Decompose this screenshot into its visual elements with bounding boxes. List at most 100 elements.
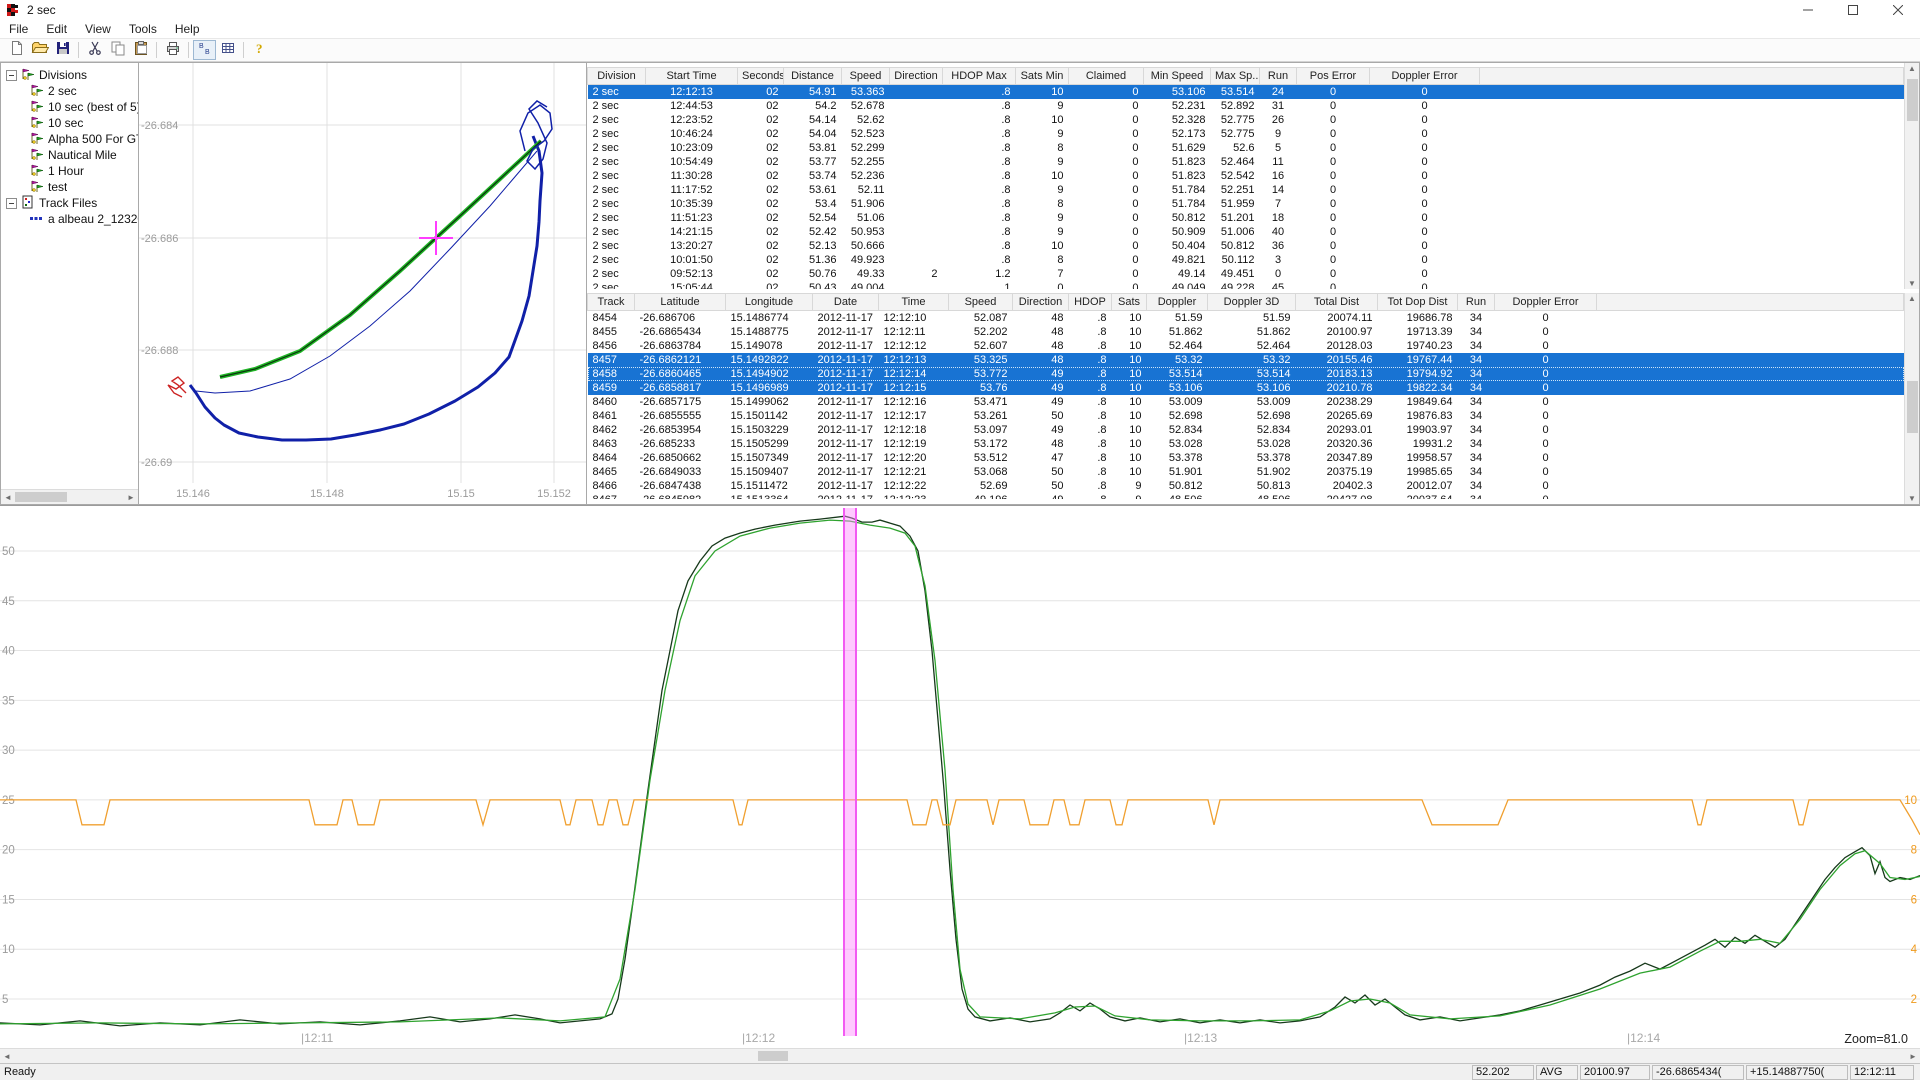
speed-chart[interactable]: 5101520253035404550246810|12:11|12:12|12… bbox=[0, 506, 1920, 1048]
column-header-run[interactable]: Run bbox=[1260, 68, 1297, 85]
column-header-sats[interactable]: Sats bbox=[1112, 294, 1147, 311]
scrollbar-thumb[interactable] bbox=[1907, 381, 1918, 433]
maximize-button[interactable] bbox=[1830, 0, 1875, 20]
chart-cursor-band[interactable] bbox=[844, 508, 856, 1036]
points-table-row[interactable]: 8458-26.686046515.14949022012-11-1712:12… bbox=[588, 367, 1904, 381]
column-header-direction[interactable]: Direction bbox=[890, 68, 943, 85]
runs-table-row[interactable]: 2 sec10:54:490253.7752.255.89051.82352.4… bbox=[588, 155, 1904, 169]
tree-item-10-sec-best-of-5-[interactable]: 10 sec (best of 5) bbox=[1, 99, 138, 115]
column-header-hdop[interactable]: HDOP bbox=[1069, 294, 1112, 311]
runs-table-row[interactable]: 2 sec10:23:090253.8152.299.88051.62952.6… bbox=[588, 141, 1904, 155]
tree-item-2-sec[interactable]: 2 sec bbox=[1, 83, 138, 99]
points-table-row[interactable]: 8462-26.685395415.15032292012-11-1712:12… bbox=[588, 423, 1904, 437]
tree-node-divisions[interactable]: Divisions bbox=[1, 67, 138, 83]
chart-horizontal-scrollbar[interactable]: ◄ ► bbox=[0, 1048, 1920, 1063]
scroll-up-icon[interactable]: ▲ bbox=[1905, 294, 1919, 303]
grid-view-button[interactable] bbox=[216, 40, 239, 60]
menu-help[interactable]: Help bbox=[166, 21, 209, 37]
points-table-row[interactable]: 8454-26.68670615.14867742012-11-1712:12:… bbox=[588, 311, 1904, 325]
points-table-row[interactable]: 8461-26.685555515.15011422012-11-1712:12… bbox=[588, 409, 1904, 423]
runs-table-row[interactable]: 2 sec10:46:240254.0452.523.89052.17352.7… bbox=[588, 127, 1904, 141]
points-table-scrollbar[interactable]: ▲ ▼ bbox=[1904, 293, 1919, 504]
scroll-left-icon[interactable]: ◄ bbox=[1, 493, 15, 502]
column-header-max-sp-[interactable]: Max Sp... bbox=[1211, 68, 1260, 85]
collapse-toggle-icon[interactable] bbox=[6, 70, 17, 81]
runs-table-scrollbar[interactable]: ▲ ▼ bbox=[1904, 63, 1919, 289]
column-header-doppler-error[interactable]: Doppler Error bbox=[1495, 294, 1597, 311]
scroll-right-icon[interactable]: ► bbox=[1906, 1052, 1920, 1061]
column-header-track[interactable]: Track bbox=[588, 294, 635, 311]
sidebar-horizontal-scrollbar[interactable]: ◄ ► bbox=[1, 489, 138, 504]
runs-table-row[interactable]: 2 sec15:05:440250.4349.00410049.04949.22… bbox=[588, 281, 1904, 290]
runs-table-row[interactable]: 2 sec11:17:520253.6152.11.89051.78452.25… bbox=[588, 183, 1904, 197]
runs-table-row[interactable]: 2 sec09:52:130250.7649.3321.27049.1449.4… bbox=[588, 267, 1904, 281]
scroll-down-icon[interactable]: ▼ bbox=[1905, 279, 1919, 288]
column-header-claimed[interactable]: Claimed bbox=[1069, 68, 1144, 85]
paste-button[interactable] bbox=[129, 40, 152, 60]
menu-edit[interactable]: Edit bbox=[37, 21, 76, 37]
runs-table-row[interactable]: 2 sec14:21:150252.4250.953.89050.90951.0… bbox=[588, 225, 1904, 239]
runs-table-row[interactable]: 2 sec12:23:520254.1452.62.810052.32852.7… bbox=[588, 113, 1904, 127]
points-table-row[interactable]: 8456-26.686378415.1490782012-11-1712:12:… bbox=[588, 339, 1904, 353]
scrollbar-thumb[interactable] bbox=[15, 492, 67, 502]
help-button[interactable]: ? bbox=[248, 40, 271, 60]
track-map[interactable]: -26.684-26.686-26.688-26.6915.14615.1481… bbox=[139, 63, 586, 506]
column-header-date[interactable]: Date bbox=[813, 294, 879, 311]
open-file-button[interactable] bbox=[28, 40, 51, 60]
runs-table-row[interactable]: 2 sec10:35:390253.451.906.88051.78451.95… bbox=[588, 197, 1904, 211]
menu-view[interactable]: View bbox=[76, 21, 120, 37]
column-header-start-time[interactable]: Start Time bbox=[646, 68, 738, 85]
column-header-sats-min[interactable]: Sats Min bbox=[1016, 68, 1069, 85]
points-table-row[interactable]: 8466-26.684743815.15114722012-11-1712:12… bbox=[588, 479, 1904, 493]
tree-item-track-file[interactable]: a albeau 2_12320( bbox=[1, 211, 138, 227]
scrollbar-thumb[interactable] bbox=[758, 1051, 788, 1061]
runs-table-row[interactable]: 2 sec13:20:270252.1350.666.810050.40450.… bbox=[588, 239, 1904, 253]
column-header-latitude[interactable]: Latitude bbox=[635, 294, 726, 311]
column-header-speed[interactable]: Speed bbox=[949, 294, 1013, 311]
points-table-row[interactable]: 8464-26.685066215.15073492012-11-1712:12… bbox=[588, 451, 1904, 465]
runs-table-row[interactable]: 2 sec12:12:130254.9153.363.810053.10653.… bbox=[588, 85, 1904, 99]
runs-table-row[interactable]: 2 sec11:30:280253.7452.236.810051.82352.… bbox=[588, 169, 1904, 183]
cut-button[interactable] bbox=[83, 40, 106, 60]
runs-table-row[interactable]: 2 sec12:44:530254.252.678.89052.23152.89… bbox=[588, 99, 1904, 113]
column-header-longitude[interactable]: Longitude bbox=[726, 294, 813, 311]
points-table-row[interactable]: 8463-26.68523315.15052992012-11-1712:12:… bbox=[588, 437, 1904, 451]
column-header-time[interactable]: Time bbox=[879, 294, 949, 311]
column-header-doppler[interactable]: Doppler bbox=[1147, 294, 1208, 311]
points-table-row[interactable]: 8459-26.685881715.14969892012-11-1712:12… bbox=[588, 381, 1904, 395]
tree-item-1-hour[interactable]: 1 Hour bbox=[1, 163, 138, 179]
column-header-division[interactable]: Division bbox=[588, 68, 646, 85]
runs-table-row[interactable]: 2 sec10:01:500251.3649.923.88049.82150.1… bbox=[588, 253, 1904, 267]
tree-node-track-files[interactable]: Track Files bbox=[1, 195, 138, 211]
points-table-row[interactable]: 8460-26.685717515.14990622012-11-1712:12… bbox=[588, 395, 1904, 409]
points-table-row[interactable]: 8457-26.686212115.14928222012-11-1712:12… bbox=[588, 353, 1904, 367]
scroll-up-icon[interactable]: ▲ bbox=[1905, 64, 1919, 73]
points-table-row[interactable]: 8455-26.686543415.14887752012-11-1712:12… bbox=[588, 325, 1904, 339]
column-header-doppler-error[interactable]: Doppler Error bbox=[1370, 68, 1480, 85]
column-header-doppler-3d[interactable]: Doppler 3D bbox=[1208, 294, 1296, 311]
column-header-run[interactable]: Run bbox=[1458, 294, 1495, 311]
menu-file[interactable]: File bbox=[0, 21, 37, 37]
column-header-speed[interactable]: Speed bbox=[842, 68, 890, 85]
new-file-button[interactable] bbox=[5, 40, 28, 60]
column-header-tot-dop-dist[interactable]: Tot Dop Dist bbox=[1378, 294, 1458, 311]
collapse-toggle-icon[interactable] bbox=[6, 198, 17, 209]
minimize-button[interactable] bbox=[1785, 0, 1830, 20]
close-button[interactable] bbox=[1875, 0, 1920, 20]
scroll-right-icon[interactable]: ► bbox=[124, 493, 138, 502]
column-header-min-speed[interactable]: Min Speed bbox=[1144, 68, 1211, 85]
tree-item-alpha-500-for-gt-[interactable]: Alpha 500 For GT: bbox=[1, 131, 138, 147]
points-table-row[interactable]: 8467-26.684598215.15133642012-11-1712:12… bbox=[588, 493, 1904, 500]
tree-item-test[interactable]: test bbox=[1, 179, 138, 195]
column-header-direction[interactable]: Direction bbox=[1013, 294, 1069, 311]
speed-chart-panel[interactable]: 5101520253035404550246810|12:11|12:12|12… bbox=[0, 505, 1920, 1048]
points-table-row[interactable]: 8465-26.684903315.15094072012-11-1712:12… bbox=[588, 465, 1904, 479]
print-button[interactable] bbox=[161, 40, 184, 60]
copy-button[interactable] bbox=[106, 40, 129, 60]
column-header-total-dist[interactable]: Total Dist bbox=[1296, 294, 1378, 311]
save-button[interactable] bbox=[51, 40, 74, 60]
tree-item-nautical-mile[interactable]: Nautical Mile bbox=[1, 147, 138, 163]
menu-tools[interactable]: Tools bbox=[120, 21, 166, 37]
column-header-pos-error[interactable]: Pos Error bbox=[1297, 68, 1370, 85]
column-header-seconds[interactable]: Seconds bbox=[738, 68, 784, 85]
